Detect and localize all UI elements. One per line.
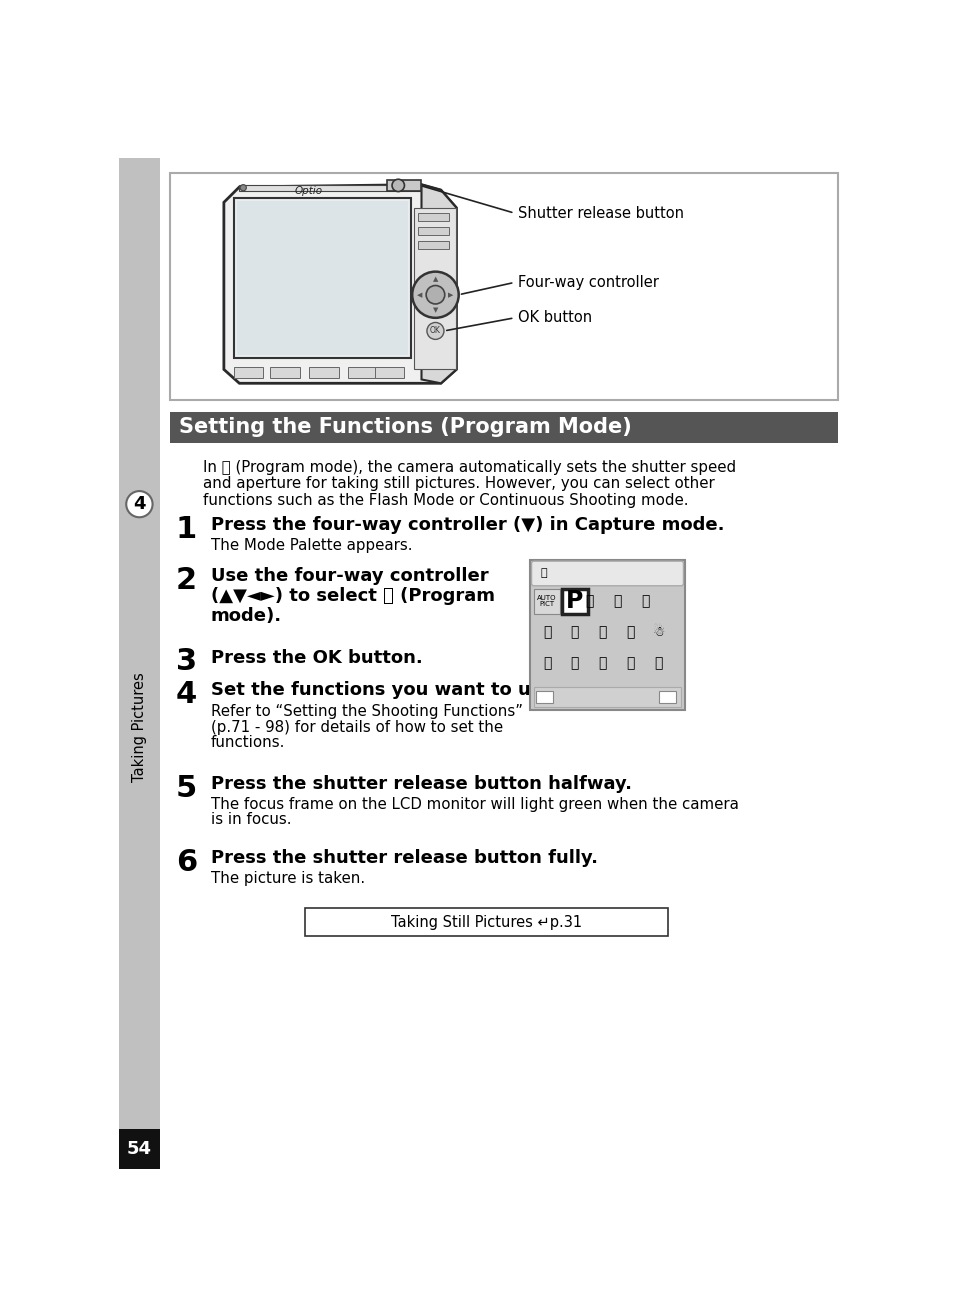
Text: Shutter release button: Shutter release button: [517, 205, 683, 221]
Text: 🏄: 🏄: [542, 656, 551, 670]
Text: OK: OK: [430, 326, 440, 335]
Bar: [239, 185, 421, 191]
Text: functions such as the Flash Mode or Continuous Shooting mode.: functions such as the Flash Mode or Cont…: [203, 493, 688, 509]
Text: ▲: ▲: [433, 276, 437, 283]
Bar: [309, 367, 338, 378]
Bar: [534, 589, 559, 614]
Bar: [170, 173, 837, 401]
FancyBboxPatch shape: [531, 561, 682, 586]
Circle shape: [126, 491, 152, 518]
Text: Refer to “Setting the Shooting Functions”: Refer to “Setting the Shooting Functions…: [211, 704, 522, 719]
Text: Optio: Optio: [294, 185, 323, 196]
Text: functions.: functions.: [211, 735, 285, 750]
Text: The picture is taken.: The picture is taken.: [211, 871, 364, 886]
Text: 🐾: 🐾: [570, 656, 578, 670]
Text: ⛰: ⛰: [542, 625, 551, 639]
Text: ◀: ◀: [416, 292, 422, 298]
Text: Set the functions you want to use.: Set the functions you want to use.: [211, 681, 559, 699]
Text: 🎥: 🎥: [585, 594, 593, 608]
Text: 3: 3: [175, 648, 196, 677]
Text: 5: 5: [175, 774, 197, 803]
Text: (p.71 - 98) for details of how to set the: (p.71 - 98) for details of how to set th…: [211, 720, 502, 735]
Text: 54: 54: [127, 1141, 152, 1159]
Bar: [348, 367, 377, 378]
Text: The Mode Palette appears.: The Mode Palette appears.: [211, 537, 412, 553]
Text: 2: 2: [175, 566, 196, 595]
Bar: [305, 908, 667, 936]
Bar: [414, 208, 456, 369]
Text: P: P: [566, 589, 583, 614]
Bar: [530, 560, 684, 710]
Text: 🏛: 🏛: [626, 625, 635, 639]
Text: 🌸: 🌸: [570, 625, 578, 639]
Text: 4: 4: [133, 495, 146, 514]
Bar: [417, 227, 448, 235]
Bar: [417, 240, 448, 248]
Bar: [233, 197, 410, 357]
Circle shape: [240, 185, 246, 191]
Bar: [270, 367, 299, 378]
Bar: [236, 201, 407, 355]
Text: Four-way controller: Four-way controller: [517, 275, 658, 290]
Text: AUTO
PICT: AUTO PICT: [537, 595, 557, 607]
Text: 4: 4: [175, 679, 197, 708]
Text: and aperture for taking still pictures. However, you can select other: and aperture for taking still pictures. …: [203, 477, 714, 491]
Bar: [119, 1130, 159, 1169]
Bar: [536, 691, 553, 703]
Text: 👩: 👩: [598, 625, 606, 639]
Polygon shape: [421, 185, 456, 384]
Text: 6: 6: [175, 848, 197, 876]
Text: 💌: 💌: [654, 656, 662, 670]
Bar: [233, 367, 263, 378]
Bar: [534, 687, 680, 707]
Text: 👥: 👥: [613, 594, 621, 608]
Text: 1: 1: [175, 515, 197, 544]
Text: mode).: mode).: [211, 607, 281, 625]
Bar: [417, 213, 448, 221]
Text: Press the OK button.: Press the OK button.: [211, 649, 422, 668]
Text: OK button: OK button: [517, 310, 591, 326]
Text: The focus frame on the LCD monitor will light green when the camera: The focus frame on the LCD monitor will …: [211, 796, 738, 812]
Text: 📰: 📰: [598, 656, 606, 670]
Bar: [386, 180, 421, 191]
Text: 📷: 📷: [540, 569, 547, 578]
Polygon shape: [224, 185, 456, 384]
Text: Press the shutter release button halfway.: Press the shutter release button halfway…: [211, 775, 631, 794]
Bar: [561, 589, 587, 614]
Circle shape: [427, 322, 443, 339]
Text: is in focus.: is in focus.: [211, 812, 291, 828]
Text: (▲▼◄►) to select Ⓟ (Program: (▲▼◄►) to select Ⓟ (Program: [211, 587, 495, 606]
Text: Setting the Functions (Program Mode): Setting the Functions (Program Mode): [179, 417, 631, 438]
Text: Use the four-way controller: Use the four-way controller: [211, 568, 488, 585]
Text: ☃: ☃: [652, 625, 664, 639]
Circle shape: [392, 179, 404, 192]
Circle shape: [412, 272, 458, 318]
Text: In Ⓟ (Program mode), the camera automatically sets the shutter speed: In Ⓟ (Program mode), the camera automati…: [203, 460, 736, 474]
Text: 🍴: 🍴: [626, 656, 635, 670]
Text: 🎤: 🎤: [640, 594, 649, 608]
Text: ▼: ▼: [433, 307, 437, 313]
Text: Press the shutter release button fully.: Press the shutter release button fully.: [211, 849, 598, 867]
Text: ▶: ▶: [448, 292, 454, 298]
Bar: [119, 158, 159, 1169]
Text: Taking Pictures: Taking Pictures: [132, 673, 147, 782]
Text: Taking Still Pictures ↵p.31: Taking Still Pictures ↵p.31: [391, 915, 581, 930]
Circle shape: [426, 285, 444, 304]
Text: Press the four-way controller (▼) in Capture mode.: Press the four-way controller (▼) in Cap…: [211, 516, 723, 535]
Bar: [170, 411, 837, 443]
Bar: [658, 691, 675, 703]
Bar: [375, 367, 404, 378]
